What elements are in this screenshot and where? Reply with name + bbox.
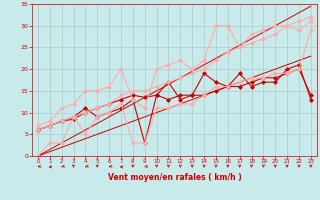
X-axis label: Vent moyen/en rafales ( km/h ): Vent moyen/en rafales ( km/h )	[108, 173, 241, 182]
